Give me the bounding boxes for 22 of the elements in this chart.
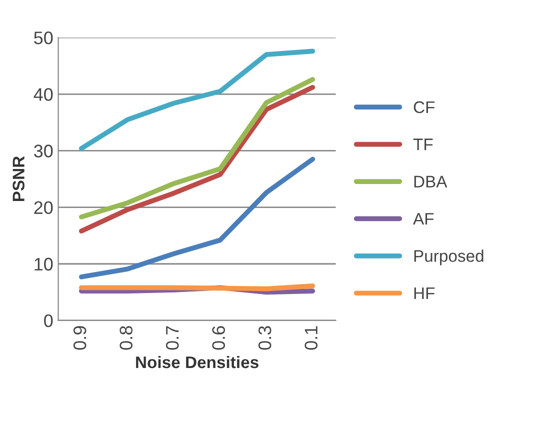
legend-label: HF (414, 287, 435, 299)
y-tick-label: 50 (34, 32, 53, 44)
legend-label: CF (414, 101, 435, 114)
line-series (78, 156, 316, 280)
y-tick-label: 10 (34, 258, 53, 271)
legend-label: Purposed (414, 250, 484, 266)
y-tick-label: 30 (34, 144, 53, 158)
line-series (78, 48, 316, 151)
legend-label: AF (413, 213, 434, 225)
x-tick-label: 0.9 (73, 326, 86, 350)
legend-label: DBA (414, 176, 448, 188)
x-axis-title: Noise Densities (136, 356, 258, 368)
y-tick-label: 0 (44, 314, 53, 328)
legend-label: TF (413, 138, 433, 150)
x-tick-label: 0.1 (304, 326, 318, 350)
x-tick-label: 0.8 (120, 326, 132, 350)
x-tick-label: 0.7 (166, 326, 179, 350)
y-axis-title: PSNR (12, 156, 24, 202)
x-tick-label: 0.6 (212, 326, 225, 350)
y-tick-label: 40 (34, 88, 53, 101)
y-tick-label: 20 (34, 201, 53, 214)
x-tick-label: 0.3 (258, 326, 272, 350)
